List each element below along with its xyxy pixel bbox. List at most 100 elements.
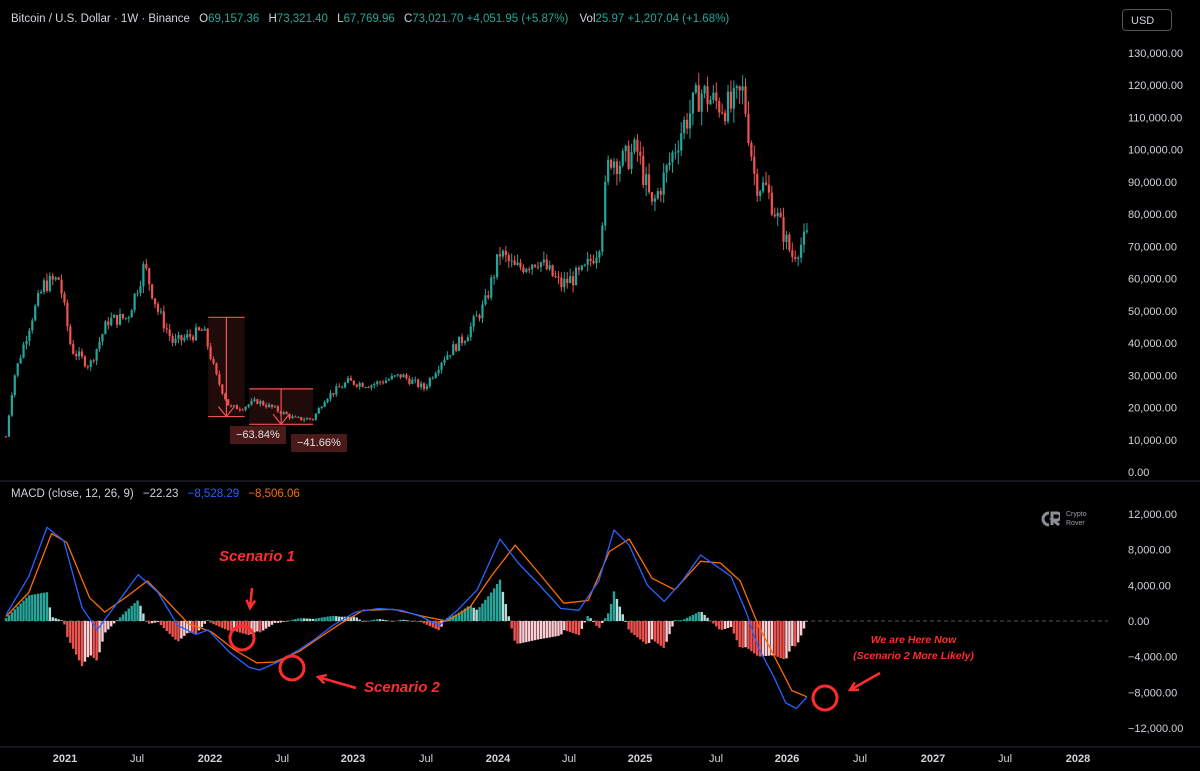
drawdown-label-1: −63.84% [230,426,286,444]
histogram-bar [393,621,396,622]
histogram-bar [680,620,683,621]
scenario-2-arrow-head [315,673,328,685]
histogram-bar [25,597,28,621]
scenario-2-circle [278,654,306,682]
price-axis-tick: 130,000.00 [1128,48,1183,60]
candle-body [408,378,411,384]
candle-body [794,256,797,259]
histogram-bar [317,618,320,621]
histogram-bar [794,621,797,647]
candle-body [685,119,689,129]
histogram-bar [691,614,695,621]
histogram-bar [773,621,776,656]
candle-body [434,373,437,378]
drawdown-box-1-arrow-head [217,406,235,418]
histogram-bar [191,621,195,634]
histogram-bar [510,621,513,629]
candle-body [776,212,779,217]
candle-body [571,276,575,286]
histogram-bar [288,620,291,621]
histogram-bar [390,621,394,622]
macd-lines [5,526,808,710]
histogram-bar [264,621,268,629]
candle-body [799,244,803,258]
candle-body [405,374,408,379]
candle-body [314,413,317,420]
histogram-bar [720,621,724,630]
histogram-bar [545,621,548,638]
histogram-bar [595,621,598,626]
candle-body [66,302,69,327]
histogram-bar [498,579,502,621]
histogram-bar [694,613,698,621]
candle-body [566,278,569,284]
candle-body [507,255,510,261]
histogram-bar [586,615,589,621]
candle-body [212,359,215,364]
time-axis-tick: 2021 [53,753,77,765]
candle-body [183,337,186,341]
currency-button[interactable]: USD [1122,9,1172,31]
histogram-bar [7,615,11,621]
candle-body [569,276,572,284]
histogram-bar [270,621,274,625]
histogram-bar [136,600,139,621]
histogram-bar [615,598,619,621]
candle-body [186,334,189,338]
histogram-bar [156,621,160,623]
candle-body [487,295,490,298]
price-axis-tick: 120,000.00 [1128,80,1183,92]
candle-body [498,254,502,257]
histogram-bar [367,620,370,622]
candle-body [381,382,385,384]
candle-body [45,280,49,291]
candle-body [563,278,566,288]
candle-body [560,277,563,288]
histogram-bar [352,616,356,621]
histogram-bar [478,607,481,621]
candle-body [57,277,60,280]
histogram-bar [145,621,148,622]
histogram-bar [495,584,499,621]
histogram-bar [682,619,686,621]
histogram-bar [428,621,432,627]
candle-body [665,165,668,173]
time-axis-tick: Jul [419,753,433,765]
histogram-bar [718,621,721,630]
histogram-bar [168,621,171,634]
candle-body [110,317,113,326]
candle-body [607,159,610,182]
candle-body [615,161,619,175]
candle-body [16,363,19,376]
candle-body [469,326,472,338]
current-position-line2: (Scenario 2 More Likely) [853,650,974,662]
candle-body [443,359,446,363]
histogram-bar [606,613,610,621]
candle-body [767,184,771,193]
histogram-bar [294,619,297,621]
histogram-bar [414,621,417,622]
price-axis-tick: 90,000.00 [1128,177,1177,189]
candle-body [60,279,63,294]
histogram-bar [98,621,101,653]
candle-body [440,362,443,370]
histogram-bar [756,621,759,656]
candle-body [338,386,341,388]
histogram-bar [601,621,604,624]
candle-body [531,264,534,270]
candle-body [642,155,645,186]
candle-body [341,387,344,389]
histogram-bar [750,621,753,652]
candle-body [431,377,434,379]
candle-body [373,384,376,386]
candle-body [680,133,683,151]
current-position-arrow-head [847,681,860,692]
candle-body [305,418,309,420]
histogram-bar [153,621,157,623]
histogram-bar [376,619,379,621]
histogram-bar [779,621,782,658]
candle-body [709,99,712,105]
candle-body [265,405,268,408]
histogram-bar [758,621,762,657]
